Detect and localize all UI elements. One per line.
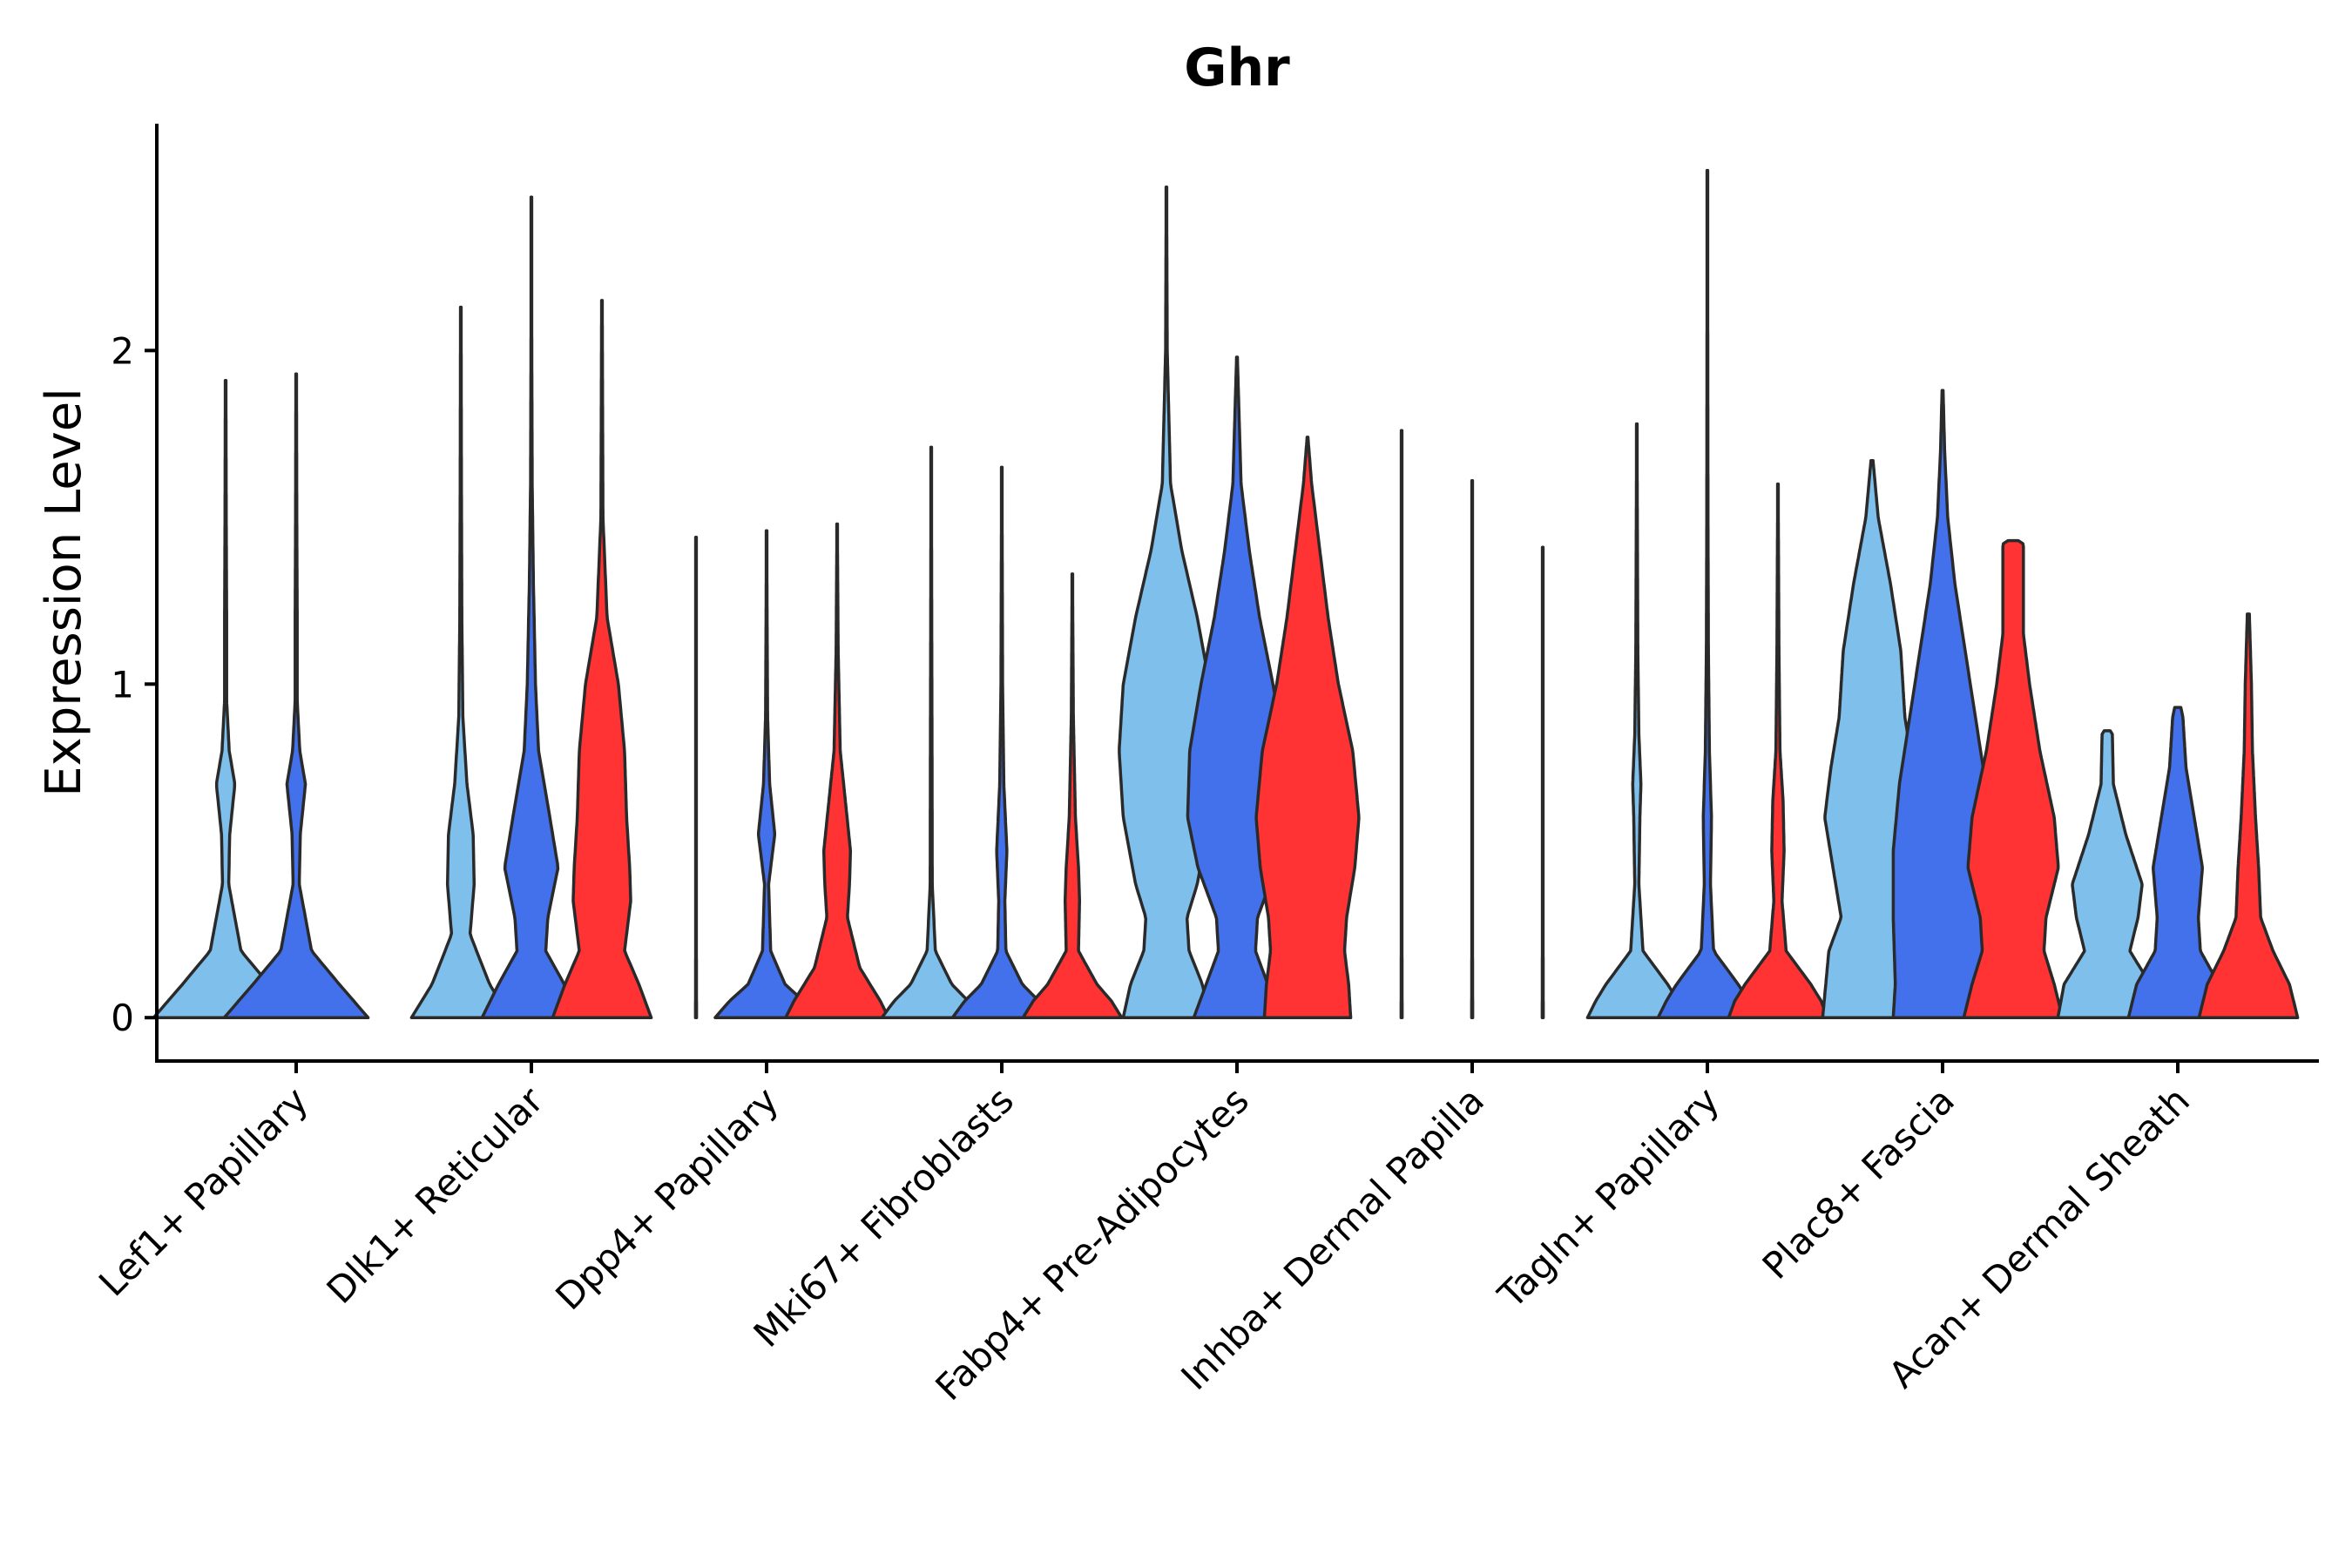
violin-tagln-papillary-group-2	[1656, 168, 1759, 1019]
x-tick-label: Plac8+ Fascia	[1754, 1078, 1963, 1287]
x-tick-label: Mki67+ Fibroblasts	[746, 1078, 1022, 1355]
violin-dlk1-reticular-group-2	[480, 195, 583, 1019]
violin-lef1-papillary-group-1	[152, 379, 300, 1019]
violin-tagln-papillary-group-3	[1727, 482, 1829, 1019]
violin-mki67-fibroblasts-group-3	[1021, 572, 1124, 1019]
y-tick-label: 0	[111, 997, 134, 1039]
chart-title: Ghr	[1184, 37, 1290, 98]
violin-tagln-papillary-group-1	[1585, 422, 1688, 1019]
y-ticks: 0 1 2	[111, 329, 157, 1039]
violin-plac8-fascia-group-2	[1891, 389, 1994, 1019]
violin-dpp4-papillary-group-1	[693, 536, 699, 1019]
y-tick-label: 1	[111, 663, 134, 706]
x-tick-label: Dpp4+ Papillary	[547, 1078, 787, 1318]
violin-mki67-fibroblasts-group-2	[950, 465, 1053, 1019]
violin-plac8-fascia-group-3	[1962, 538, 2065, 1019]
violin-fabp4-pre-adipocytes-group-3	[1254, 436, 1361, 1019]
violin-inhba-dermal-papilla-group-3	[1540, 545, 1545, 1019]
violin-acan-dermal-sheath-group-1	[2056, 729, 2159, 1019]
x-tick-label: Dlk1+ Reticular	[319, 1078, 552, 1312]
violin-dpp4-papillary-group-3	[784, 522, 890, 1019]
violin-inhba-dermal-papilla-group-1	[1399, 429, 1404, 1019]
y-tick-label: 2	[111, 329, 134, 372]
x-tick-label: Tagln+ Papillary	[1490, 1078, 1727, 1316]
violin-dlk1-reticular-group-1	[409, 305, 512, 1019]
violin-fabp4-pre-adipocytes-group-1	[1118, 186, 1215, 1019]
violin-acan-dermal-sheath-group-2	[2126, 706, 2229, 1019]
violin-mki67-fibroblasts-group-1	[880, 445, 983, 1019]
violin-inhba-dermal-papilla-group-2	[1470, 478, 1475, 1019]
violin-acan-dermal-sheath-group-3	[2197, 612, 2300, 1019]
violin-dlk1-reticular-group-3	[551, 299, 653, 1019]
violin-lef1-papillary-group-2	[222, 372, 370, 1019]
y-axis-label: Expression Level	[36, 388, 92, 797]
violin-dpp4-papillary-group-2	[713, 529, 820, 1019]
violins-layer	[152, 168, 2300, 1019]
x-tick-label: Lef1+ Papillary	[91, 1078, 316, 1304]
